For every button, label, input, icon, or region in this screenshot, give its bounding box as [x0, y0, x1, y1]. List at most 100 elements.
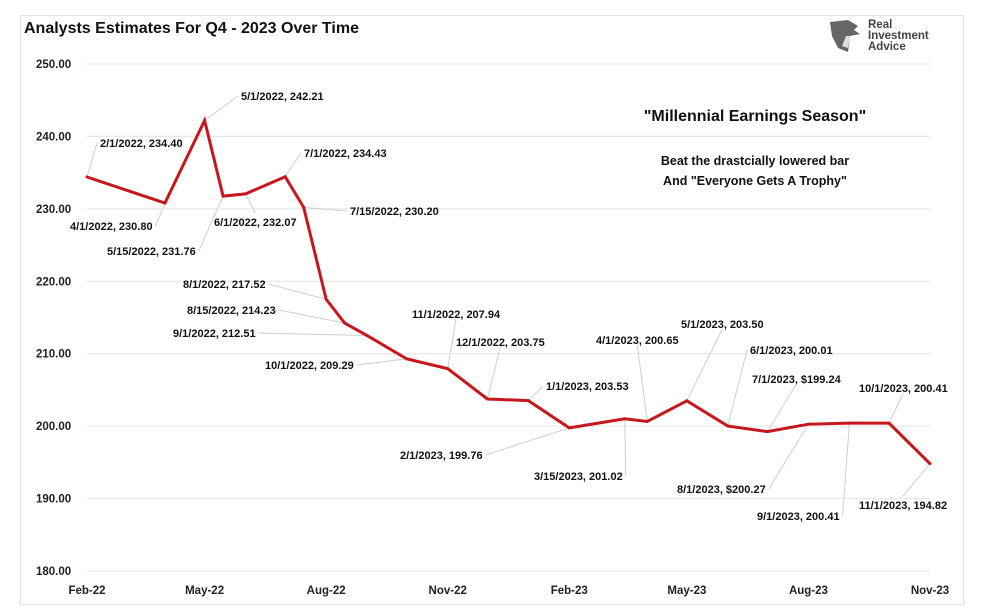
leader-line	[198, 195, 224, 252]
x-tick-label: May-22	[185, 585, 224, 597]
leader-line	[86, 142, 98, 178]
data-label: 6/1/2023, 200.01	[750, 345, 833, 357]
data-point	[163, 201, 167, 205]
data-label: 5/1/2023, 203.50	[681, 319, 764, 331]
data-point	[405, 357, 409, 361]
data-labels: 2/1/2022, 234.40 4/1/2022, 230.80 5/1/2022…	[70, 91, 948, 523]
data-label: 8/1/2022, 217.52	[183, 279, 266, 291]
data-point	[343, 321, 347, 325]
data-label: 7/1/2022, 234.43	[304, 148, 387, 160]
data-point	[485, 397, 489, 401]
leader-line	[902, 463, 931, 497]
annotation-headline: "Millennial Earnings Season"	[643, 108, 867, 125]
data-point	[203, 118, 207, 122]
data-point	[446, 367, 450, 371]
data-label: 6/1/2022, 232.07	[214, 217, 297, 229]
data-label: 8/1/2023, $200.27	[677, 484, 766, 496]
data-point	[685, 399, 689, 403]
data-point	[887, 421, 891, 425]
y-tick-label: 190.00	[36, 494, 71, 506]
data-point	[221, 194, 225, 198]
data-point	[324, 297, 328, 301]
data-label: 1/1/2023, 203.53	[546, 381, 629, 393]
logo-text: Real	[868, 18, 893, 31]
leader-line	[686, 328, 723, 402]
leader-line	[356, 358, 407, 366]
data-label: 7/1/2023, $199.24	[752, 374, 842, 386]
x-tick-label: Aug-23	[789, 585, 828, 597]
x-tick-label: Feb-23	[551, 585, 588, 597]
leader-line	[258, 332, 368, 337]
leader-line	[284, 152, 302, 178]
y-tick-label: 250.00	[36, 59, 71, 71]
y-tick-label: 200.00	[36, 421, 71, 433]
x-tick-label: Aug-22	[307, 585, 346, 597]
data-point	[847, 421, 851, 425]
data-point	[526, 399, 530, 403]
x-tick-label: Nov-22	[429, 585, 467, 597]
x-tick-label: Feb-22	[68, 585, 105, 597]
series-line	[86, 115, 932, 465]
y-tick-label: 230.00	[36, 204, 71, 216]
y-tick-label: 210.00	[36, 349, 71, 361]
leader-line	[767, 383, 797, 432]
leader-line	[636, 344, 648, 422]
leader-line	[268, 283, 327, 300]
data-label: 12/1/2022, 203.75	[456, 337, 545, 349]
data-label: 5/1/2022, 242.21	[241, 91, 324, 103]
data-point	[928, 462, 932, 466]
y-tick-label: 220.00	[36, 276, 71, 288]
data-point	[645, 419, 649, 423]
chart-title: Analysts Estimates For Q4 - 2023 Over Ti…	[24, 20, 359, 37]
leader-line	[447, 318, 457, 369]
leader-line	[155, 202, 166, 227]
logo-text: Advice	[868, 40, 906, 53]
data-label: 8/15/2022, 214.23	[187, 305, 276, 317]
data-point	[567, 426, 571, 430]
data-label: 4/1/2022, 230.80	[70, 221, 153, 233]
leader-line	[485, 427, 570, 456]
logo-text: Investment	[868, 29, 929, 42]
chart-frame	[20, 15, 964, 605]
data-label: 2/1/2022, 234.40	[100, 138, 183, 150]
data-label: 3/15/2023, 201.02	[534, 471, 623, 483]
annotation-line: Beat the drastcially lowered bar	[660, 154, 850, 168]
data-point	[244, 192, 248, 196]
leader-line	[303, 206, 348, 212]
data-point	[765, 430, 769, 434]
data-label: 9/1/2023, 200.41	[757, 511, 840, 523]
x-tick-label: May-23	[667, 585, 706, 597]
logo: Real Investment Advice	[828, 18, 929, 54]
leader-line	[624, 418, 627, 477]
annotation-subtext: Beat the drastcially lowered bar And "Ev…	[600, 151, 910, 191]
y-tick-label: 180.00	[36, 566, 71, 578]
eagle-logo-icon	[830, 20, 860, 52]
data-point	[365, 334, 369, 338]
data-point	[302, 205, 306, 209]
data-label: 11/1/2023, 194.82	[859, 500, 947, 512]
leader-line	[204, 95, 239, 121]
x-tick-label: Nov-23	[911, 585, 949, 597]
leader-line	[842, 423, 850, 517]
leader-line	[278, 309, 345, 324]
data-label: 11/1/2022, 207.94	[412, 309, 501, 321]
data-label: 10/1/2023, 200.41	[859, 383, 948, 395]
data-label: 2/1/2023, 199.76	[400, 450, 483, 462]
data-point	[726, 424, 730, 428]
leader-line	[486, 346, 501, 400]
data-label: 5/15/2022, 231.76	[107, 246, 196, 258]
leader-line	[527, 385, 544, 401]
data-point	[623, 417, 627, 421]
data-point	[283, 175, 287, 179]
y-tick-label: 240.00	[36, 131, 71, 143]
data-label: 4/1/2023, 200.65	[596, 335, 679, 347]
data-label: 10/1/2022, 209.29	[265, 360, 354, 372]
leader-line	[245, 193, 256, 214]
annotation-line: And "Everyone Gets A Trophy"	[663, 174, 847, 188]
data-label: 9/1/2022, 212.51	[173, 328, 256, 340]
data-point	[806, 422, 810, 426]
data-label: 7/15/2022, 230.20	[350, 206, 439, 218]
leader-line	[727, 349, 748, 427]
leader-line	[888, 392, 904, 424]
